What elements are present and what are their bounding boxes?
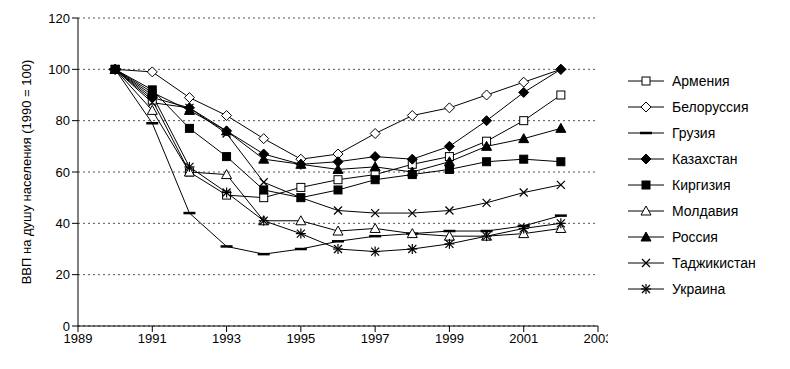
html-text:Таджикистан: Таджикистан: [672, 254, 756, 271]
svg-text:100: 100: [48, 62, 70, 77]
html-text:Киргизия: Киргизия: [672, 176, 731, 193]
svg-text:1991: 1991: [138, 331, 167, 346]
svg-text:0: 0: [63, 319, 70, 334]
svg-text:2003: 2003: [584, 331, 608, 346]
html-text:Россия: Россия: [672, 228, 718, 245]
html-text:Украина: Украина: [672, 280, 726, 297]
svg-text:1993: 1993: [212, 331, 241, 346]
svg-text:1997: 1997: [361, 331, 390, 346]
html-text:Казахстан: Казахстан: [672, 150, 738, 167]
html-text:Белоруссия: Белоруссия: [672, 98, 749, 115]
svg-text:120: 120: [48, 11, 70, 26]
svg-text:1995: 1995: [286, 331, 315, 346]
svg-text:ВВП на душу населения (1990 =: ВВП на душу населения (1990 = 100): [19, 60, 34, 285]
svg-text:1989: 1989: [63, 331, 93, 347]
svg-text:60: 60: [56, 165, 70, 180]
html-text:Молдавия: Молдавия: [672, 202, 739, 219]
svg-text:20: 20: [56, 267, 70, 282]
svg-text:1999: 1999: [435, 331, 464, 346]
svg-text:80: 80: [56, 113, 70, 128]
html-text:Грузия: Грузия: [672, 124, 716, 141]
html-text:Армения: Армения: [672, 72, 730, 89]
svg-text:40: 40: [56, 216, 70, 231]
svg-text:2001: 2001: [509, 331, 538, 346]
